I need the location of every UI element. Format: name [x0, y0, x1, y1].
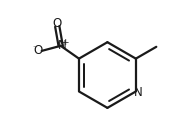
Text: O: O — [33, 44, 42, 57]
Text: ⁻: ⁻ — [33, 44, 37, 53]
Text: O: O — [53, 17, 62, 30]
Text: +: + — [61, 38, 69, 47]
Text: N: N — [58, 39, 66, 52]
Text: N: N — [133, 86, 142, 99]
